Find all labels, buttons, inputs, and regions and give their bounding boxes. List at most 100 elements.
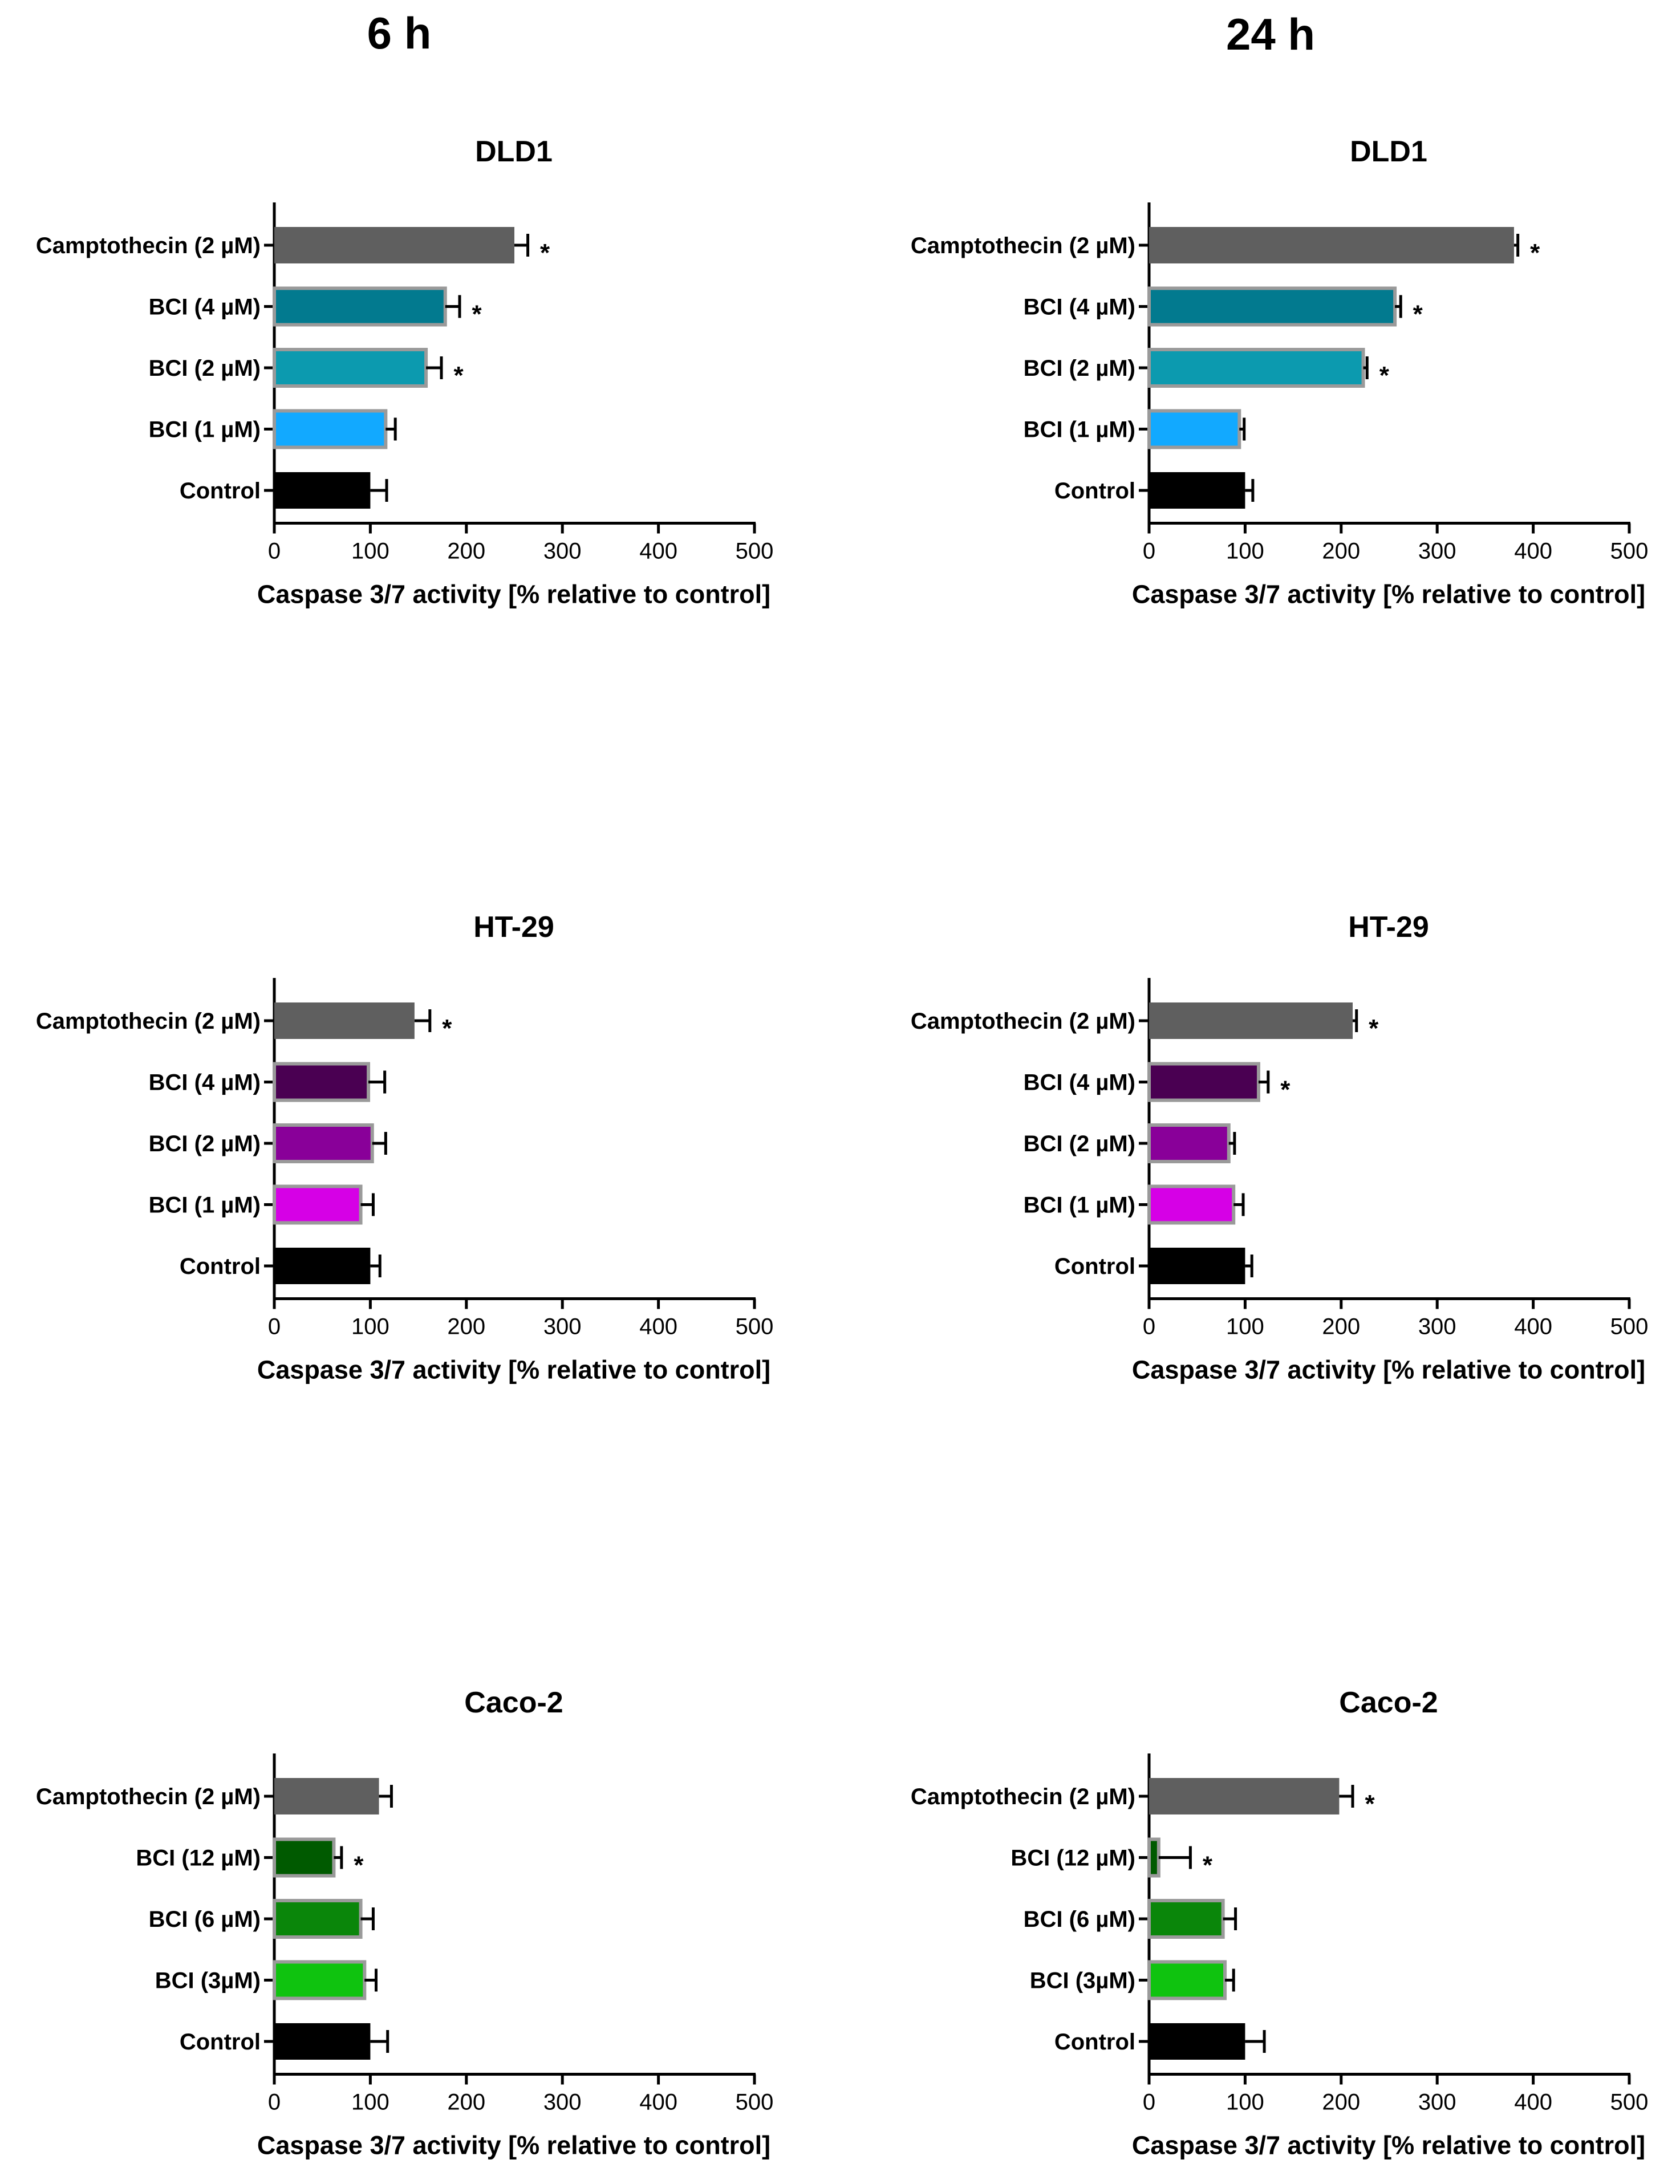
x-tick-label: 200 bbox=[1322, 539, 1360, 564]
x-tick-label: 100 bbox=[351, 2090, 389, 2115]
bar bbox=[273, 1062, 371, 1102]
error-bar bbox=[1245, 479, 1255, 502]
chart-dld1-24-h: DLD1 0 100 200 300 400 500 Caspase 3/7 activity… bbox=[911, 135, 1649, 609]
x-tick-label: 100 bbox=[1226, 2090, 1264, 2115]
chart-ht-29-6-h: HT-29 0 100 200 300 400 500 Caspase 3/7 activit… bbox=[36, 911, 774, 1385]
error-bar bbox=[372, 1132, 387, 1155]
x-tick-label: 500 bbox=[1610, 539, 1649, 564]
bar bbox=[1149, 1778, 1340, 1814]
bar bbox=[1149, 472, 1245, 509]
bar bbox=[1147, 1960, 1227, 2000]
bar bbox=[1147, 286, 1397, 327]
significance-marker: * bbox=[1413, 301, 1423, 328]
error-bar bbox=[514, 234, 530, 257]
significance-marker: * bbox=[1365, 1790, 1375, 1818]
bar bbox=[1147, 1899, 1225, 1939]
bar bbox=[274, 2023, 371, 2060]
category-label: Camptothecin (2 µM) bbox=[911, 1784, 1135, 1809]
error-bar bbox=[1245, 1255, 1253, 1277]
bar bbox=[1147, 409, 1241, 449]
x-tick-label: 300 bbox=[1418, 539, 1456, 564]
bar bbox=[273, 348, 428, 388]
bar bbox=[1149, 2023, 1245, 2060]
category-label: Camptothecin (2 µM) bbox=[911, 233, 1135, 258]
chart-title: DLD1 bbox=[475, 135, 553, 168]
error-bar bbox=[1245, 2030, 1266, 2053]
significance-marker: * bbox=[1203, 1852, 1213, 1879]
x-tick-label: 300 bbox=[543, 2090, 582, 2115]
error-bar bbox=[360, 1193, 375, 1216]
bar bbox=[274, 1778, 379, 1814]
significance-marker: * bbox=[1530, 239, 1540, 267]
error-bar bbox=[1353, 1009, 1358, 1032]
category-label: BCI (12 µM) bbox=[136, 1846, 261, 1871]
chart-title: Caco-2 bbox=[1339, 1686, 1438, 1719]
chart-ht-29-24-h: HT-29 0 100 200 300 400 500 Caspase 3/7 activit… bbox=[911, 911, 1649, 1385]
x-tick-label: 300 bbox=[543, 539, 582, 564]
x-tick-label: 200 bbox=[447, 2090, 485, 2115]
x-tick-label: 100 bbox=[1226, 1314, 1264, 1339]
category-label: BCI (2 µM) bbox=[149, 356, 261, 381]
category-label: Control bbox=[1054, 1254, 1135, 1279]
chart-grid: DLD1 0 100 200 300 400 500 Caspase 3/7 activity… bbox=[36, 135, 1649, 2160]
x-tick-label: 400 bbox=[1514, 1314, 1552, 1339]
x-tick-label: 500 bbox=[736, 2090, 774, 2115]
category-label: BCI (6 µM) bbox=[1024, 1907, 1135, 1932]
x-tick-label: 400 bbox=[639, 539, 677, 564]
category-label: Camptothecin (2 µM) bbox=[36, 1009, 261, 1034]
bar bbox=[1147, 1123, 1231, 1163]
bar bbox=[273, 286, 447, 327]
bar bbox=[274, 1002, 415, 1039]
category-label: BCI (12 µM) bbox=[1011, 1846, 1135, 1871]
error-bar bbox=[360, 1907, 375, 1930]
x-tick-label: 300 bbox=[1418, 2090, 1456, 2115]
x-tick-label: 200 bbox=[1322, 2090, 1360, 2115]
x-tick-label: 200 bbox=[447, 1314, 485, 1339]
bar bbox=[274, 227, 514, 263]
x-tick-label: 400 bbox=[639, 1314, 677, 1339]
x-tick-label: 400 bbox=[639, 2090, 677, 2115]
error-bar bbox=[370, 479, 388, 502]
bar bbox=[1147, 1837, 1160, 1878]
category-label: Camptothecin (2 µM) bbox=[36, 1784, 261, 1809]
error-bar bbox=[370, 2030, 389, 2053]
x-tick-label: 0 bbox=[268, 539, 281, 564]
x-tick-label: 500 bbox=[736, 539, 774, 564]
x-tick-label: 300 bbox=[1418, 1314, 1456, 1339]
error-bar bbox=[1223, 1907, 1237, 1930]
chart-title: DLD1 bbox=[1350, 135, 1427, 168]
bar bbox=[273, 1899, 363, 1939]
bar bbox=[1147, 1062, 1260, 1102]
error-bar bbox=[1158, 1846, 1192, 1869]
category-label: BCI (4 µM) bbox=[1024, 1070, 1135, 1095]
column-title-24h: 24 h bbox=[1226, 9, 1315, 59]
category-label: BCI (3µM) bbox=[1030, 1968, 1135, 1994]
significance-marker: * bbox=[1379, 362, 1390, 389]
x-tick-label: 200 bbox=[447, 539, 485, 564]
x-tick-label: 100 bbox=[1226, 539, 1264, 564]
error-bar bbox=[445, 295, 461, 318]
category-label: Control bbox=[180, 2029, 261, 2055]
category-label: BCI (1 µM) bbox=[149, 1193, 261, 1218]
bar bbox=[273, 1123, 374, 1163]
x-tick-label: 0 bbox=[1143, 539, 1155, 564]
bar bbox=[273, 1837, 336, 1878]
bar bbox=[274, 472, 371, 509]
x-tick-label: 0 bbox=[1143, 2090, 1155, 2115]
category-label: BCI (2 µM) bbox=[1024, 1131, 1135, 1156]
chart-title: HT-29 bbox=[473, 911, 554, 944]
x-tick-label: 0 bbox=[1143, 1314, 1155, 1339]
x-tick-label: 100 bbox=[351, 539, 389, 564]
error-bar bbox=[370, 1255, 382, 1277]
significance-marker: * bbox=[472, 301, 482, 328]
significance-marker: * bbox=[442, 1014, 452, 1042]
x-axis-label: Caspase 3/7 activity [% relative to cont… bbox=[1132, 580, 1645, 609]
chart-title: Caco-2 bbox=[464, 1686, 563, 1719]
bar bbox=[1147, 1184, 1236, 1225]
error-bar bbox=[1258, 1070, 1270, 1094]
bar bbox=[273, 1960, 367, 2000]
category-label: BCI (6 µM) bbox=[149, 1907, 261, 1932]
category-label: Control bbox=[180, 1254, 261, 1279]
x-tick-label: 500 bbox=[736, 1314, 774, 1339]
